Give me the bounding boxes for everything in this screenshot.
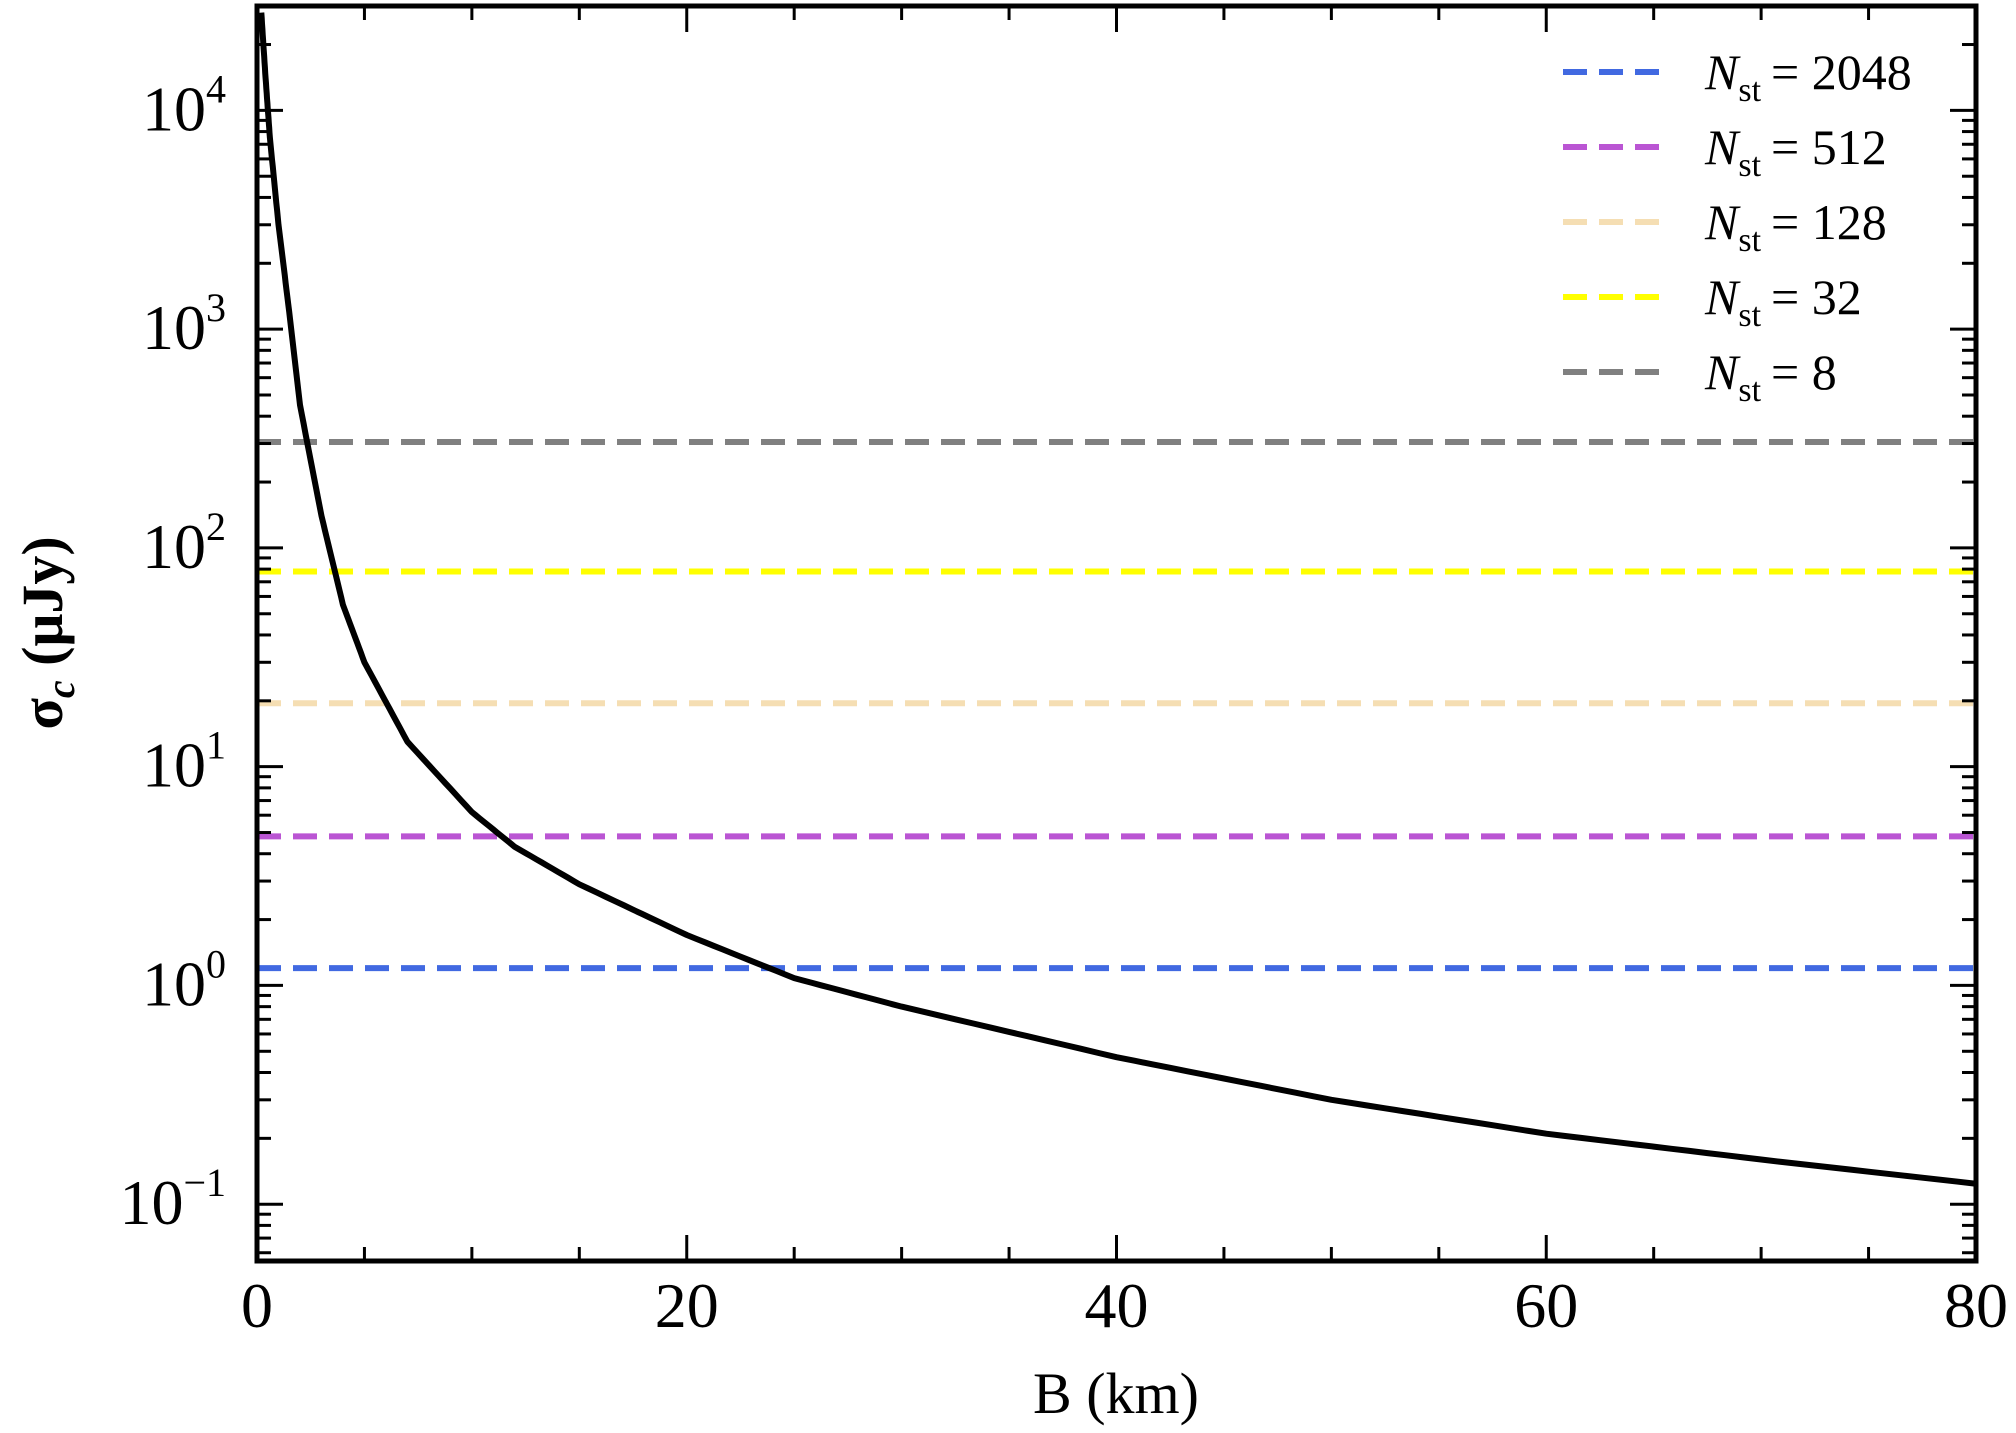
legend-label-0: Nst = 2048 <box>1704 44 1912 109</box>
sigma-curve-layer <box>258 12 1976 1187</box>
x-tick-label: 0 <box>241 1270 273 1341</box>
x-axis-label: B (km) <box>1033 1361 1199 1426</box>
sigma-curve <box>258 12 1976 1187</box>
y-axis-label-subscript: c <box>38 680 83 698</box>
x-tick-labels: 0 20 40 60 80 <box>241 1270 2008 1341</box>
y-axis-label-symbol: σ <box>10 698 75 730</box>
legend-label-2: Nst = 128 <box>1704 194 1887 259</box>
legend-label-3: Nst = 32 <box>1704 269 1862 334</box>
x-tick-label: 40 <box>1085 1270 1149 1341</box>
legend: Nst = 2048 Nst = 512 Nst = 128 Nst = 32 Nst = 8 <box>1563 44 1912 409</box>
y-tick-label: 101 <box>142 723 226 801</box>
legend-label-4: Nst = 8 <box>1704 344 1837 409</box>
x-tick-label: 20 <box>655 1270 719 1341</box>
x-tick-label: 60 <box>1514 1270 1578 1341</box>
plot-frame <box>254 3 1979 1264</box>
x-tick-label: 80 <box>1944 1270 2008 1341</box>
y-tick-label: 102 <box>142 504 226 582</box>
legend-label-1: Nst = 512 <box>1704 119 1887 184</box>
y-axis-label-unit: (μJy) <box>10 536 75 680</box>
y-tick-label: 103 <box>142 285 226 363</box>
y-tick-labels: 10−1 100 101 102 103 104 <box>119 66 226 1238</box>
y-tick-label: 100 <box>142 941 226 1019</box>
y-tick-label: 10−1 <box>119 1160 226 1238</box>
y-tick-label: 104 <box>142 66 226 144</box>
y-axis-label: σc (μJy) <box>10 536 83 729</box>
